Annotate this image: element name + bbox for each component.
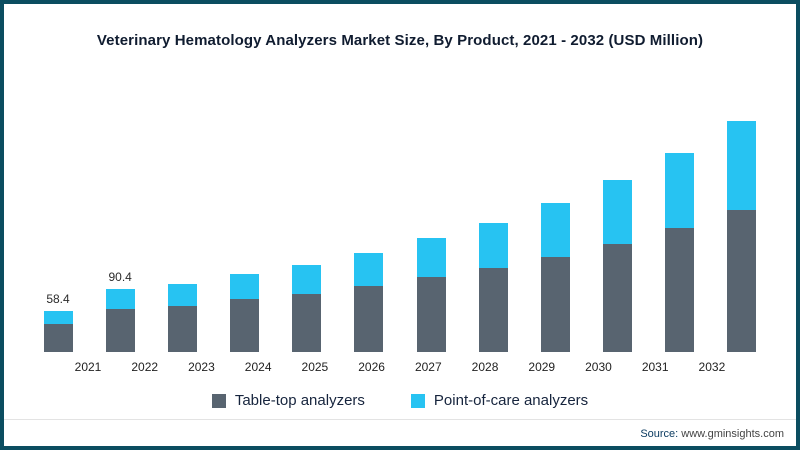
x-axis-label: 2031 <box>641 360 669 374</box>
chart-area: 58.4 90.4 2021 2022 2023 2024 2025 2026 2027 202… <box>4 96 796 374</box>
bar-group: 58.4 <box>34 96 82 352</box>
legend: Table-top analyzers Point-of-care analyze… <box>4 392 796 409</box>
stacked-bar <box>354 252 384 352</box>
footer-divider <box>4 419 796 420</box>
stacked-bar <box>292 265 322 352</box>
bar-segment-table-top-analyzers <box>354 286 384 352</box>
source-note: Source: www.gminsights.com <box>640 428 784 440</box>
bar-group <box>656 96 704 352</box>
legend-item: Point-of-care analyzers <box>410 392 589 409</box>
bar-value-label: 58.4 <box>46 292 70 307</box>
legend-swatch-icon <box>410 393 425 408</box>
bar-segment-table-top-analyzers <box>292 293 322 352</box>
bar-segment-point-of-care-analyzers <box>43 311 73 324</box>
bar-group <box>221 96 269 352</box>
x-axis-label: 2023 <box>188 360 215 374</box>
bar-group <box>158 96 206 352</box>
bar-group <box>469 96 517 352</box>
bar-segment-table-top-analyzers <box>167 305 197 352</box>
bar-segment-table-top-analyzers <box>540 256 570 352</box>
x-axis-label: 2032 <box>698 360 726 374</box>
x-axis-label: 2027 <box>414 360 442 374</box>
bar-group <box>531 96 579 352</box>
bar-segment-point-of-care-analyzers <box>167 284 197 306</box>
bar-segment-table-top-analyzers <box>43 323 73 352</box>
stacked-bar <box>43 311 73 352</box>
bar-segment-point-of-care-analyzers <box>230 273 260 300</box>
bar-group <box>345 96 393 352</box>
bar-group <box>594 96 642 352</box>
bar-value-label: 90.4 <box>108 270 132 285</box>
bar-segment-point-of-care-analyzers <box>416 237 446 277</box>
bar-group <box>283 96 331 352</box>
legend-label: Table-top analyzers <box>234 392 365 409</box>
x-axis-label: 2026 <box>358 360 385 374</box>
bar-segment-table-top-analyzers <box>105 308 135 352</box>
bar-segment-point-of-care-analyzers <box>603 180 633 244</box>
bar-segment-table-top-analyzers <box>416 277 446 352</box>
stacked-bar <box>416 237 446 352</box>
bar-group <box>718 96 766 352</box>
bar-segment-point-of-care-analyzers <box>665 152 695 229</box>
stacked-bar <box>540 203 570 352</box>
x-axis-label: 2030 <box>585 360 612 374</box>
bar-segment-point-of-care-analyzers <box>292 265 322 294</box>
bar-segment-point-of-care-analyzers <box>540 203 570 257</box>
stacked-bar <box>727 121 757 352</box>
stacked-bar <box>665 152 695 352</box>
stacked-bar <box>230 273 260 352</box>
stacked-bar <box>167 284 197 352</box>
x-axis-label: 2024 <box>244 360 272 374</box>
bar-group <box>407 96 455 352</box>
x-axis-label: 2028 <box>471 360 499 374</box>
bar-segment-point-of-care-analyzers <box>727 121 757 210</box>
bar-group: 90.4 <box>96 96 144 352</box>
x-axis-label: 2025 <box>301 360 329 374</box>
bar-segment-point-of-care-analyzers <box>105 289 135 309</box>
legend-label: Point-of-care analyzers <box>433 392 589 409</box>
legend-item: Table-top analyzers <box>211 392 365 409</box>
bar-segment-table-top-analyzers <box>478 268 508 352</box>
bar-segment-table-top-analyzers <box>727 209 757 352</box>
bar-segment-table-top-analyzers <box>665 228 695 352</box>
bar-segment-point-of-care-analyzers <box>354 252 384 286</box>
bar-segment-point-of-care-analyzers <box>478 222 508 268</box>
legend-swatch-icon <box>211 393 226 408</box>
stacked-bar <box>603 180 633 352</box>
chart-title: Veterinary Hematology Analyzers Market S… <box>96 32 704 49</box>
source-url: www.gminsights.com <box>681 428 784 440</box>
bar-segment-table-top-analyzers <box>230 299 260 352</box>
stacked-bar <box>105 289 135 352</box>
bar-segment-table-top-analyzers <box>603 243 633 352</box>
plot-area: 58.4 90.4 <box>34 96 766 352</box>
source-label: Source: <box>640 428 679 440</box>
x-axis-label: 2029 <box>528 360 556 374</box>
stacked-bar <box>478 222 508 352</box>
x-axis-label: 2021 <box>74 360 102 374</box>
x-axis-label: 2022 <box>131 360 159 374</box>
x-axis: 2021 2022 2023 2024 2025 2026 2027 2028 2029 2030… <box>34 360 766 374</box>
